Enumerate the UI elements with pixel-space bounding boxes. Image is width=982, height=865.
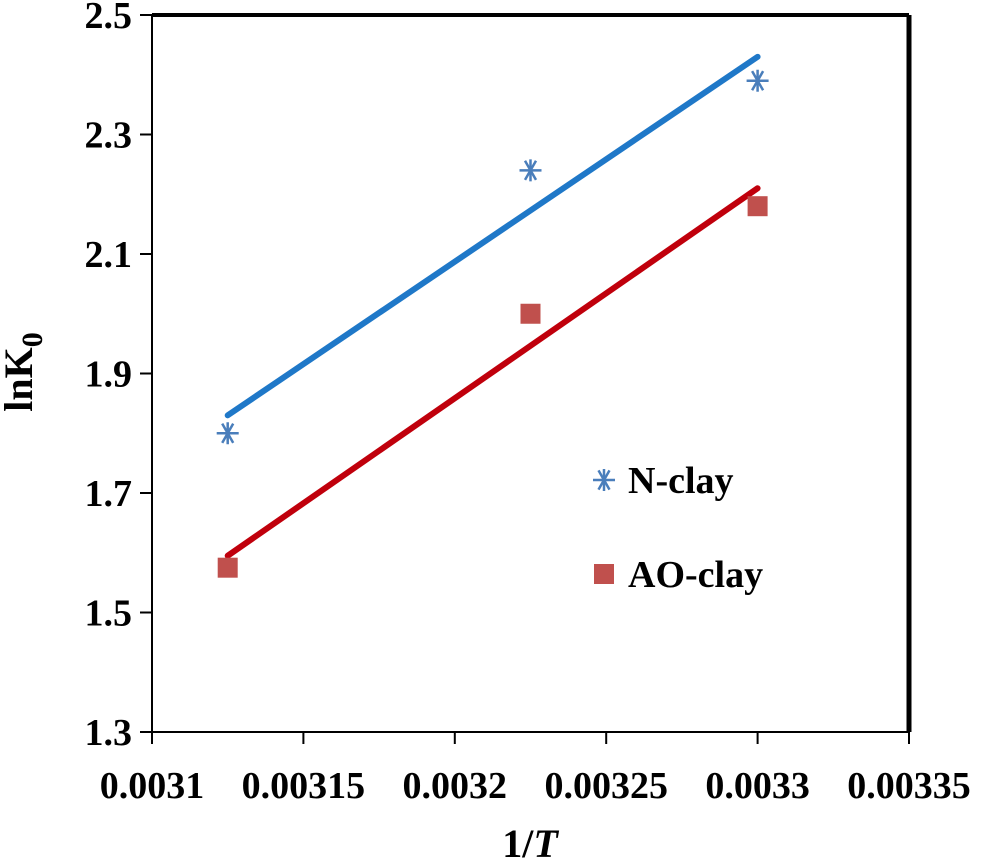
x-tick-label: 0.0032 xyxy=(403,765,508,807)
y-axis-title-main: lnK xyxy=(0,347,41,411)
x-tick-label: 0.0033 xyxy=(705,765,810,807)
y-tick-label: 2.3 xyxy=(85,115,133,157)
y-tick-label: 1.9 xyxy=(85,354,133,396)
legend-item-ao-clay: AO-clay xyxy=(594,554,763,596)
x-tick-label: 0.00325 xyxy=(544,765,668,807)
y-tick-label: 1.3 xyxy=(85,712,133,754)
legend-marker-ao-clay xyxy=(594,564,614,584)
series-ao-clay xyxy=(217,185,768,578)
x-ticks: 0.0031 0.00315 0.0032 0.00325 0.0033 0.00335 xyxy=(100,732,971,807)
y-axis-title: lnK0 xyxy=(0,332,49,411)
y-axis-title-subscript: 0 xyxy=(16,332,49,347)
data-point-ao-clay xyxy=(747,196,768,217)
x-axis-title-italic: T xyxy=(533,821,559,865)
series-n-clay xyxy=(216,53,769,445)
x-tick-label: 0.00315 xyxy=(242,765,366,807)
x-tick-label: 0.00335 xyxy=(847,765,971,807)
series-layer xyxy=(216,53,769,578)
legend-item-n-clay: N-clay xyxy=(593,460,734,502)
data-point-ao-clay xyxy=(520,303,541,324)
y-tick-label: 2.1 xyxy=(85,234,133,276)
legend-marker-n-clay xyxy=(593,469,615,491)
trendline-ao-clay xyxy=(224,185,761,559)
x-tick-label: 0.0031 xyxy=(100,765,205,807)
y-ticks: 1.3 1.5 1.7 1.9 2.1 2.3 2.5 xyxy=(85,0,152,754)
data-point-n-clay xyxy=(216,422,239,445)
legend-label-ao-clay: AO-clay xyxy=(628,554,763,596)
data-point-n-clay xyxy=(746,69,769,92)
x-axis-title: 1/T xyxy=(502,821,559,865)
y-tick-label: 1.5 xyxy=(85,593,133,635)
plot-area xyxy=(152,15,909,732)
y-tick-label: 2.5 xyxy=(85,0,133,37)
y-tick-label: 1.7 xyxy=(85,473,133,515)
legend-label-n-clay: N-clay xyxy=(628,460,734,502)
legend: N-clay AO-clay xyxy=(593,460,763,596)
x-axis-title-main: 1/ xyxy=(502,821,534,865)
trendline-n-clay xyxy=(224,53,761,419)
data-point-ao-clay xyxy=(217,557,238,578)
data-point-n-clay xyxy=(519,159,542,182)
